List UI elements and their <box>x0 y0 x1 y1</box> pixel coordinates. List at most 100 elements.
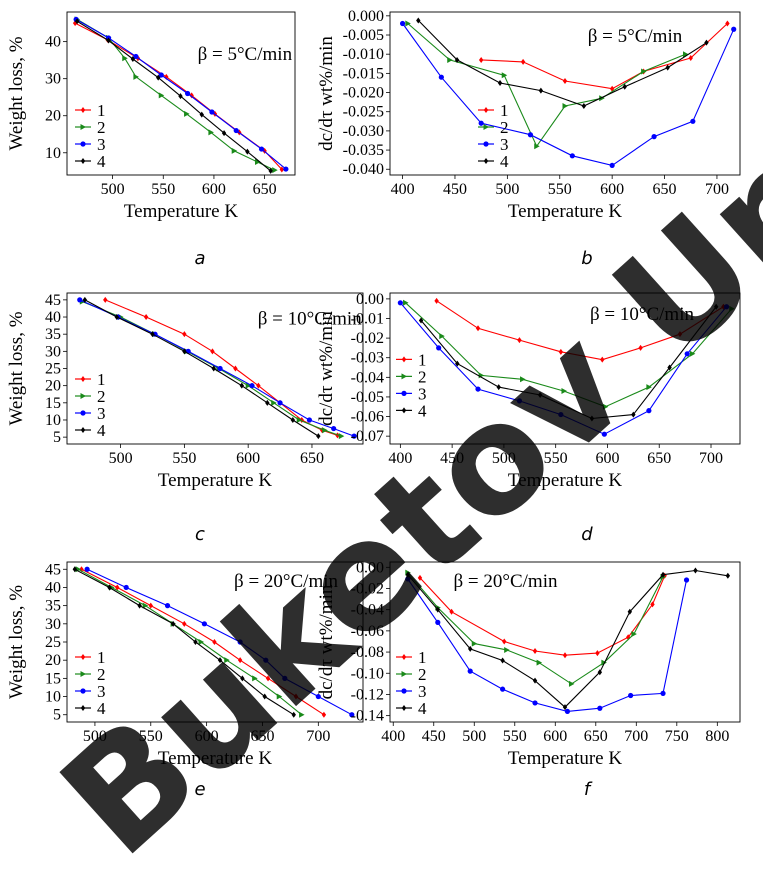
data-point-3 <box>282 675 288 681</box>
data-point-4 <box>454 56 460 63</box>
data-point-3 <box>201 621 207 627</box>
data-point-4 <box>106 37 111 44</box>
data-point-3 <box>651 134 657 140</box>
legend-label: 3 <box>97 135 106 154</box>
y-tick-label: 25 <box>45 361 61 378</box>
x-tick-label: 400 <box>388 450 412 467</box>
data-point-4 <box>497 79 503 86</box>
legend-label: 2 <box>418 665 427 684</box>
rate-annotation: β = 10°C/min <box>590 304 694 325</box>
legend-label: 2 <box>97 118 106 137</box>
data-point-3 <box>133 53 139 60</box>
y-tick-label: -0.035 <box>343 142 384 159</box>
data-point-4 <box>665 64 670 71</box>
data-point-4 <box>245 148 250 155</box>
data-point-4 <box>537 391 543 398</box>
data-point-3 <box>209 109 215 115</box>
y-tick-label: -0.05 <box>351 389 384 406</box>
series-line-2 <box>407 23 686 148</box>
panel-caption: a <box>194 248 205 269</box>
data-point-4 <box>627 608 633 615</box>
data-point-3 <box>597 705 603 711</box>
legend-marker <box>401 407 407 414</box>
y-tick-label: 10 <box>45 689 61 706</box>
data-point-3 <box>690 118 696 124</box>
data-point-2 <box>296 416 303 423</box>
data-point-4 <box>265 399 270 406</box>
data-point-4 <box>538 87 544 94</box>
x-tick-label: 500 <box>492 450 516 467</box>
legend-label: 1 <box>418 350 427 369</box>
data-point-3 <box>164 603 171 609</box>
data-point-2 <box>504 646 510 653</box>
series-line-3 <box>402 23 735 166</box>
y-tick-label: 0.00 <box>356 559 384 576</box>
data-point-2 <box>631 631 637 638</box>
data-point-1 <box>638 344 643 351</box>
data-point-3 <box>277 400 283 406</box>
data-point-2 <box>338 433 345 440</box>
data-point-4 <box>667 364 672 371</box>
data-point-1 <box>212 639 217 645</box>
rate-annotation: β = 10°C/min <box>258 309 362 330</box>
x-tick-label: 800 <box>705 728 729 745</box>
data-point-3 <box>660 690 666 696</box>
data-point-4 <box>262 693 267 700</box>
plot-frame <box>66 11 296 176</box>
y-tick-label: 20 <box>45 652 61 669</box>
x-tick-label: 550 <box>139 728 163 745</box>
data-point-2 <box>646 384 652 391</box>
y-axis-label: Weight loss, % <box>6 311 27 425</box>
series-line-1 <box>436 300 724 361</box>
data-point-2 <box>599 95 605 102</box>
data-point-1 <box>293 693 299 700</box>
legend-label: 4 <box>418 401 427 420</box>
legend-label: 1 <box>97 648 106 667</box>
y-tick-label: 0.00 <box>356 291 384 308</box>
data-point-2 <box>641 68 647 75</box>
data-point-2 <box>245 382 252 389</box>
data-point-3 <box>158 72 164 78</box>
y-tick-label: -0.12 <box>351 686 384 703</box>
data-point-2 <box>272 167 278 174</box>
y-axis-label: dc/dτ wt%/min <box>316 36 337 151</box>
data-point-2 <box>536 659 543 666</box>
data-point-4 <box>405 571 411 578</box>
y-tick-label: 10 <box>45 412 61 429</box>
data-point-4 <box>435 606 441 613</box>
data-point-2 <box>520 376 526 383</box>
data-point-1 <box>677 331 683 338</box>
data-point-4 <box>217 657 223 664</box>
data-point-3 <box>516 398 523 404</box>
data-point-4 <box>182 348 187 355</box>
data-point-2 <box>602 403 609 410</box>
data-point-4 <box>82 296 88 303</box>
data-point-1 <box>562 652 568 659</box>
data-point-2 <box>501 72 508 79</box>
data-point-4 <box>631 411 636 418</box>
data-point-2 <box>439 333 445 340</box>
y-tick-label: 35 <box>45 326 61 343</box>
legend-marker <box>80 124 86 130</box>
legend-marker <box>401 373 407 380</box>
legend-label: 3 <box>97 682 106 701</box>
data-point-4 <box>150 331 155 338</box>
data-point-4 <box>114 314 119 321</box>
y-tick-label: 20 <box>45 108 61 125</box>
data-point-1 <box>148 602 153 609</box>
x-tick-label: 500 <box>109 450 133 467</box>
x-tick-label: 500 <box>462 728 486 745</box>
data-point-3 <box>249 383 255 389</box>
data-point-3 <box>731 26 737 32</box>
legend-marker <box>80 410 86 416</box>
y-tick-label: 25 <box>45 634 61 651</box>
y-tick-label: 15 <box>45 395 61 412</box>
data-point-4 <box>199 111 204 118</box>
data-point-2 <box>142 602 149 609</box>
y-tick-label: 45 <box>45 292 61 309</box>
y-tick-label: -0.010 <box>343 46 384 63</box>
